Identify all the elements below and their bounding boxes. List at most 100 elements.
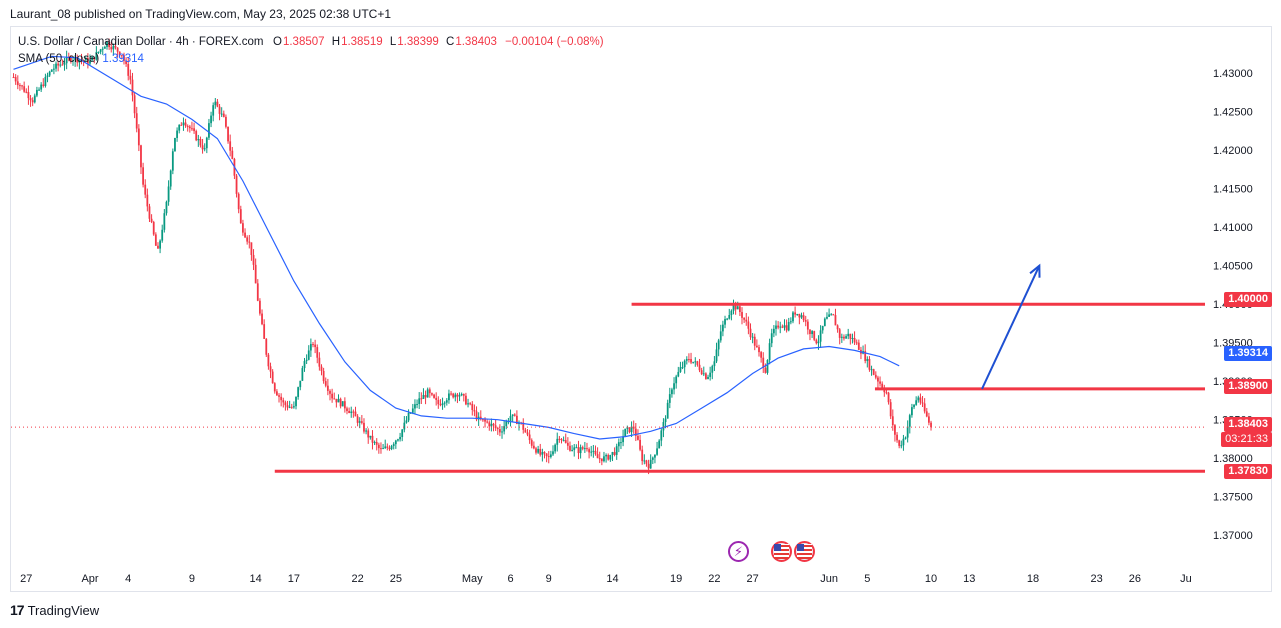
candle-body bbox=[231, 150, 234, 159]
candle-body bbox=[775, 325, 777, 329]
candle-body bbox=[628, 427, 631, 433]
x-tick-label: 19 bbox=[670, 573, 682, 585]
candle-body bbox=[367, 430, 370, 438]
candle-body bbox=[772, 328, 775, 334]
candle-body bbox=[416, 404, 418, 406]
high-label: H bbox=[331, 36, 341, 48]
candle-body bbox=[101, 48, 104, 50]
candle-body bbox=[857, 342, 860, 350]
candle-body bbox=[72, 60, 74, 62]
candle-body bbox=[891, 416, 894, 426]
candle-body bbox=[668, 394, 671, 403]
candle-body bbox=[195, 131, 198, 141]
candle-body bbox=[547, 456, 550, 458]
candle-body bbox=[222, 113, 225, 117]
candle-body bbox=[50, 69, 53, 72]
candle-body bbox=[925, 411, 928, 417]
candle-body bbox=[89, 60, 91, 64]
candle-body bbox=[666, 402, 669, 419]
x-tick-label: May bbox=[462, 573, 483, 585]
x-tick-label: 10 bbox=[925, 573, 937, 585]
candle-body bbox=[904, 437, 907, 439]
candle-body bbox=[292, 406, 295, 408]
candle-body bbox=[44, 76, 47, 86]
candle-body bbox=[93, 56, 96, 60]
candle-body bbox=[913, 404, 915, 408]
projection-arrow-line[interactable] bbox=[981, 265, 1041, 390]
candle-body bbox=[146, 194, 149, 207]
candle-body bbox=[324, 381, 327, 386]
candle-body bbox=[484, 419, 486, 422]
candle-body bbox=[21, 85, 23, 87]
candle-body bbox=[590, 451, 593, 453]
candle-body bbox=[802, 315, 805, 321]
y-tick-label: 1.38000 bbox=[1213, 453, 1253, 465]
symbol-label[interactable]: U.S. Dollar / Canadian Dollar · 4h · FOR… bbox=[18, 36, 264, 48]
candle-body bbox=[734, 303, 737, 310]
countdown-tag: 03:21:33 bbox=[1221, 432, 1272, 447]
candle-body bbox=[433, 394, 435, 398]
candle-body bbox=[526, 432, 529, 435]
candle-body bbox=[46, 75, 49, 77]
candle-body bbox=[834, 315, 837, 326]
candle-body bbox=[171, 151, 174, 171]
candle-body bbox=[486, 421, 489, 423]
candle-body bbox=[713, 361, 716, 367]
candle-body bbox=[541, 452, 544, 455]
candle-body bbox=[205, 137, 208, 149]
us-flag-event-icon[interactable] bbox=[794, 541, 815, 562]
candle-body bbox=[836, 325, 839, 330]
candle-body bbox=[19, 85, 21, 87]
candle-body bbox=[38, 89, 40, 91]
candle-body bbox=[728, 315, 731, 319]
x-tick-label: 6 bbox=[507, 573, 513, 585]
candle-body bbox=[403, 422, 406, 430]
candle-body bbox=[229, 141, 232, 151]
candle-body bbox=[843, 336, 845, 339]
candle-body bbox=[479, 416, 482, 420]
us-flag-event-icon[interactable] bbox=[771, 541, 792, 562]
candle-body bbox=[40, 84, 43, 90]
candle-body bbox=[692, 361, 695, 363]
candle-body bbox=[341, 401, 344, 407]
candle-body bbox=[743, 317, 746, 320]
candle-body bbox=[280, 396, 283, 401]
candle-body bbox=[747, 321, 750, 329]
candle-body bbox=[388, 447, 391, 450]
candle-body bbox=[167, 186, 170, 202]
candle-body bbox=[624, 428, 627, 437]
candle-body bbox=[490, 423, 493, 427]
candle-body bbox=[660, 430, 663, 441]
candle-body bbox=[768, 343, 771, 361]
sma-price-tag: 1.39314 bbox=[1224, 346, 1272, 361]
candle-body bbox=[106, 41, 108, 47]
candle-body bbox=[360, 421, 363, 423]
candle-body bbox=[265, 338, 268, 355]
candle-body bbox=[99, 49, 102, 52]
candle-body bbox=[579, 447, 582, 454]
candle-body bbox=[792, 312, 794, 322]
candle-body bbox=[390, 446, 393, 450]
candle-body bbox=[273, 383, 276, 392]
candle-body bbox=[150, 218, 153, 223]
candle-body bbox=[709, 372, 712, 377]
candle-body bbox=[874, 374, 877, 378]
candle-body bbox=[917, 397, 920, 401]
flash-event-icon[interactable]: ⚡ bbox=[728, 541, 749, 562]
candle-body bbox=[509, 416, 512, 422]
sma-line[interactable] bbox=[13, 55, 900, 440]
tradingview-brand[interactable]: 17 TradingView bbox=[10, 602, 99, 618]
candle-body bbox=[186, 125, 189, 127]
sma-row[interactable]: SMA (50, close) 1.39314 bbox=[18, 51, 608, 68]
projection-arrow-head[interactable] bbox=[1029, 263, 1041, 278]
candle-body bbox=[95, 51, 98, 60]
candle-body bbox=[320, 366, 323, 371]
x-tick-label: 27 bbox=[20, 573, 32, 585]
candle-body bbox=[394, 440, 397, 445]
candle-body bbox=[724, 319, 726, 325]
candle-body bbox=[702, 373, 705, 375]
candle-body bbox=[545, 453, 548, 457]
candle-body bbox=[290, 406, 293, 408]
candle-body bbox=[921, 402, 924, 404]
